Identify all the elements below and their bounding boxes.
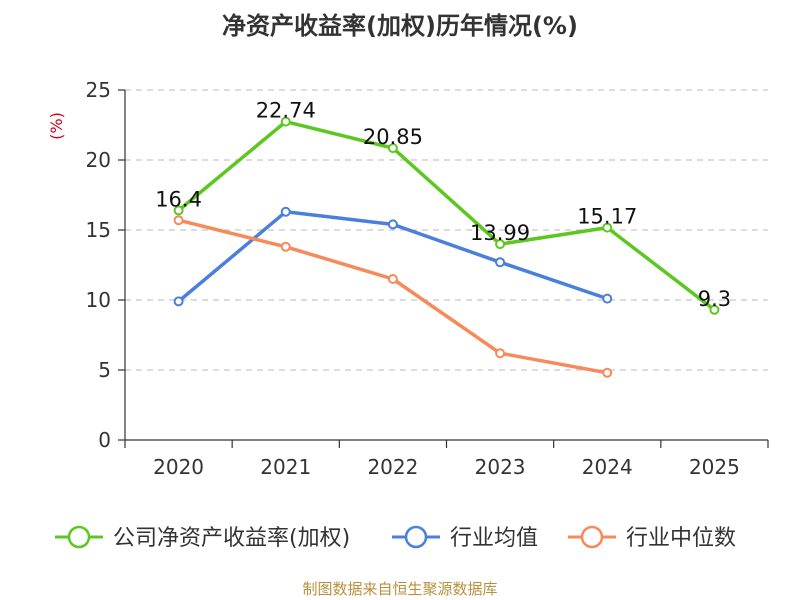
data-point	[495, 239, 506, 250]
data-point	[602, 293, 613, 304]
data-labels: 16.4 22.74 20.85 13.99 15.17 9.3	[155, 99, 731, 311]
y-tick-label: 5	[98, 358, 111, 382]
series-line	[176, 119, 717, 312]
data-label: 20.85	[363, 125, 423, 149]
data-point	[280, 116, 291, 127]
legend-label: 行业均值	[450, 526, 538, 551]
data-point	[709, 304, 720, 315]
chart-title: 净资产收益率(加权)历年情况(%)	[222, 12, 578, 40]
data-label: 22.74	[256, 99, 316, 123]
legend-marker	[404, 525, 428, 549]
data-point	[602, 367, 613, 378]
source-note: 制图数据来自恒生聚源数据库	[302, 580, 498, 598]
data-label: 16.4	[155, 187, 202, 211]
data-label: 15.17	[577, 205, 637, 229]
data-point	[173, 215, 184, 226]
legend-marker	[580, 525, 604, 549]
data-point	[387, 274, 398, 284]
y-tick-label: 15	[86, 218, 111, 242]
x-tick-label: 2023	[475, 455, 526, 479]
data-point	[280, 241, 291, 252]
data-label: 13.99	[470, 221, 530, 245]
y-tick-label: 10	[86, 288, 111, 312]
series-group	[173, 116, 720, 378]
y-tick-label: 0	[98, 428, 111, 452]
data-point	[495, 257, 506, 268]
x-tick-label: 2020	[153, 455, 204, 479]
y-tick-label: 20	[86, 148, 111, 172]
legend-label: 行业中位数	[626, 526, 736, 551]
data-point	[280, 206, 291, 217]
data-point	[387, 143, 398, 154]
data-label: 9.3	[698, 287, 731, 311]
x-tick-label: 2021	[260, 455, 311, 479]
legend: 公司净资产收益率(加权) 行业均值 行业中位数	[55, 525, 736, 551]
x-tick-label: 2025	[689, 455, 740, 479]
data-point	[602, 222, 613, 233]
data-point	[495, 348, 506, 359]
y-axis-unit-label: (%)	[47, 112, 66, 140]
grid-lines	[125, 89, 768, 371]
series-line	[176, 218, 609, 375]
legend-marker	[67, 525, 91, 549]
y-tick-label: 25	[86, 78, 111, 102]
x-tick-label: 2022	[367, 455, 418, 479]
data-point	[387, 219, 398, 230]
data-point	[173, 296, 184, 307]
data-point	[173, 205, 184, 216]
x-tick-label: 2024	[582, 455, 633, 479]
legend-label: 公司净资产收益率(加权)	[113, 526, 350, 551]
